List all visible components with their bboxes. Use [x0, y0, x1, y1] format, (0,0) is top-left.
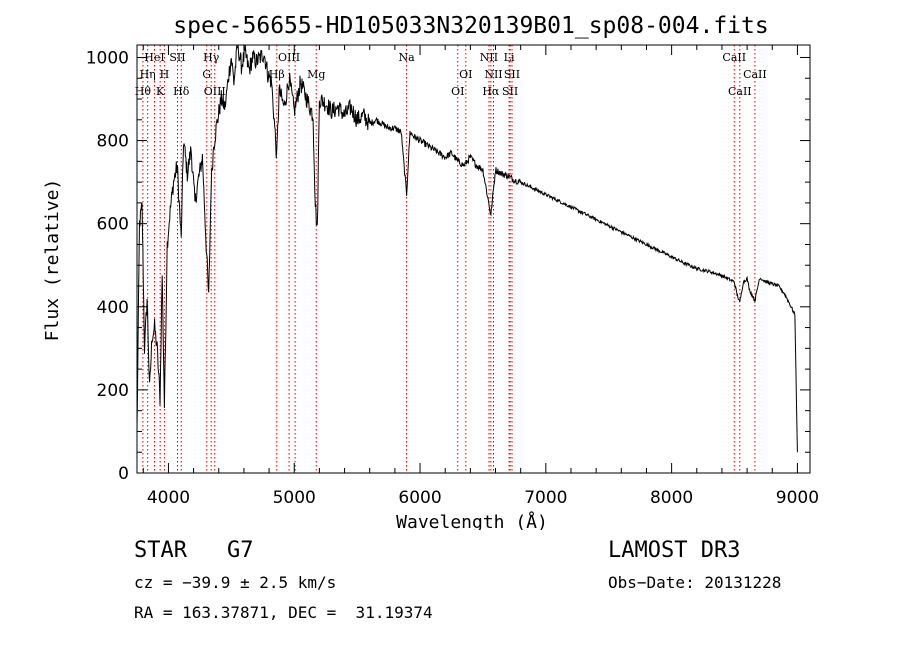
redshift-velocity: cz = −39.9 ± 2.5 km/s — [134, 573, 337, 592]
line-marker-label-3934: K — [156, 85, 165, 98]
x-tick-label-9000: 9000 — [776, 488, 819, 508]
plot-frame — [136, 44, 811, 474]
line-marker-label-6548: NII — [480, 51, 498, 64]
x-tick-label-6000: 6000 — [398, 488, 441, 508]
spectrum-chart: Hθ Hη HeI KH SII Hδ G Hγ OIII Hβ OIII Mg Na OI OI NII Hα… — [42, 13, 819, 530]
line-marker-label-4861: Hβ — [269, 68, 285, 81]
line-marker-label-4102: Hδ — [173, 85, 190, 98]
x-tick-label-7000: 7000 — [524, 488, 567, 508]
line-marker-label-6584: NII — [484, 68, 502, 81]
x-axis-label: Wavelength (Å) — [396, 511, 548, 530]
line-marker-label-6364: OI — [459, 68, 472, 81]
observation-date: Obs−Date: 20131228 — [608, 573, 782, 592]
line-marker-label-8498: CaII — [722, 51, 746, 64]
line-markers — [142, 45, 756, 473]
y-tick-label-0: 0 — [118, 464, 129, 484]
line-marker-label-6731: SII — [504, 68, 520, 81]
y-tick-label-1000: 1000 — [86, 48, 129, 68]
line-marker-label-3889: HeI — [144, 51, 164, 64]
line-marker-label-6708: Li — [504, 51, 515, 64]
coordinates: RA = 163.37871, DEC = 31.19374 — [134, 603, 433, 622]
object-subclass: G7 — [226, 538, 254, 563]
line-marker-label-4340: Hγ — [203, 51, 220, 64]
line-marker-label-6716: SII — [502, 85, 518, 98]
line-marker-label-3797: Hθ — [135, 85, 152, 98]
survey-name: LAMOST DR3 — [608, 538, 741, 563]
y-tick-label-800: 800 — [97, 132, 129, 152]
line-marker-label-5893: Na — [398, 51, 415, 64]
line-marker-label-8662: CaII — [743, 68, 767, 81]
x-tick-label-5000: 5000 — [273, 488, 316, 508]
line-marker-labels: Hθ Hη HeI KH SII Hδ G Hγ OIII Hβ OIII Mg Na OI OI NII Hα… — [135, 51, 767, 98]
line-marker-label-6563: Hα — [482, 85, 500, 98]
object-class-label: STAR — [134, 538, 187, 563]
series-layer — [136, 44, 798, 453]
line-marker-label-8542: CaII — [728, 85, 752, 98]
line-marker-label-4959: OIII — [278, 51, 300, 64]
line-marker-label-4368: OIII — [204, 85, 226, 98]
y-axis-label: Flux (relative) — [42, 179, 63, 342]
line-marker-label-4304: G — [202, 68, 211, 81]
x-tick-label-4000: 4000 — [147, 488, 190, 508]
chart-title: spec-56655-HD105033N320139B01_sp08-004.f… — [173, 13, 768, 39]
y-tick-label-600: 600 — [97, 215, 129, 235]
line-marker-label-5175: Mg — [307, 68, 325, 81]
axes: 4000 5000 6000 7000 8000 9000 0 200 400 600 800 100… — [86, 44, 819, 508]
line-marker-label-6300: OI — [451, 85, 464, 98]
line-marker-label-3968: H — [160, 68, 170, 81]
x-tick-label-8000: 8000 — [650, 488, 693, 508]
spectrum-line — [136, 44, 798, 453]
object-class: STAR G7 — [134, 538, 253, 563]
y-tick-label-200: 200 — [97, 381, 129, 401]
line-marker-label-3835: Hη — [140, 68, 156, 81]
line-marker-label-4072: SII — [169, 51, 185, 64]
y-tick-label-400: 400 — [97, 298, 129, 318]
